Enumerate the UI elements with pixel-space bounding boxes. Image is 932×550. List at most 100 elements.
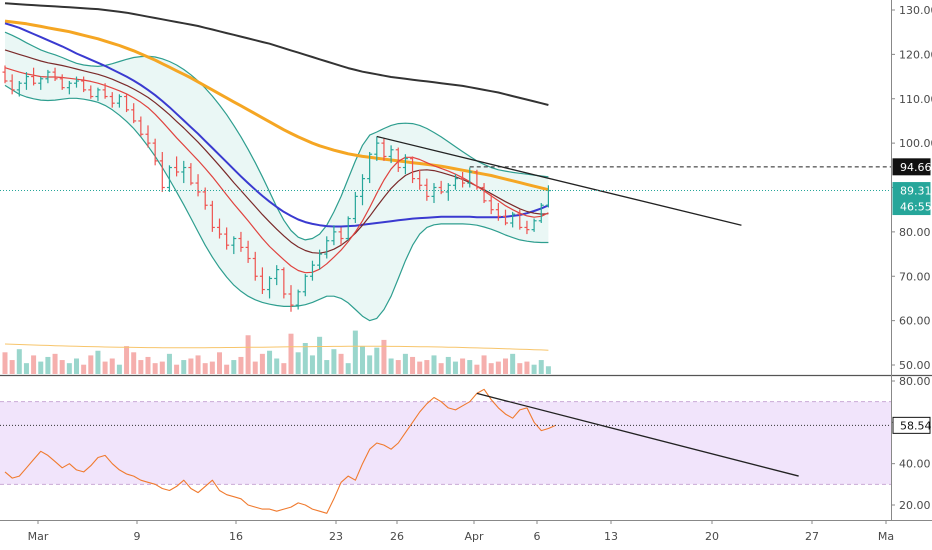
volume-bar (338, 353, 344, 374)
candle (531, 218, 537, 232)
candle (188, 163, 194, 186)
countdown-tag: 46:55 (892, 198, 932, 216)
volume-bar (202, 363, 208, 374)
candle (74, 76, 79, 88)
candle (309, 260, 315, 281)
volume-bar (345, 363, 351, 374)
candle (381, 138, 387, 161)
candle (495, 203, 501, 221)
volume-bar (317, 336, 323, 374)
candle (195, 174, 201, 197)
resistance-price-tag-text: 94.66 (900, 161, 932, 174)
volume-bar (209, 361, 215, 374)
candle (102, 83, 108, 99)
ema-red-line (4, 67, 549, 274)
volume-bar (109, 358, 115, 374)
time-tick-label: 16 (229, 530, 243, 543)
volume-bar (467, 360, 473, 374)
volume-bar (81, 364, 87, 374)
candle (2, 65, 8, 84)
candle (402, 154, 408, 175)
candle (31, 67, 37, 86)
volume-bar (45, 356, 51, 374)
volume-bar (102, 361, 108, 374)
candle (345, 216, 351, 241)
candle (538, 203, 544, 223)
candle (317, 249, 323, 270)
candle (367, 152, 373, 184)
volume-bar (510, 353, 516, 374)
candle (152, 138, 158, 166)
candle (410, 156, 416, 184)
volume-bar (74, 358, 79, 374)
volume-bar (52, 353, 58, 374)
bollinger-lower-line (4, 84, 549, 322)
volume-bar (166, 353, 172, 374)
volume-bar (38, 361, 44, 374)
rsi-panel[interactable] (0, 388, 891, 514)
volume-bar (59, 360, 65, 374)
candle (324, 236, 330, 259)
volume-bar (481, 355, 487, 374)
volume-bar (195, 355, 201, 374)
volume-bar (495, 361, 501, 374)
candle (52, 67, 58, 81)
time-tick-label: 27 (805, 530, 819, 543)
volume-bar (145, 356, 151, 374)
volume-bar (445, 356, 451, 374)
volume-bar (517, 363, 523, 374)
time-tick-label: 6 (534, 530, 541, 543)
volume-bar (538, 360, 544, 374)
ma-short-line (4, 22, 549, 228)
ma-long-line (4, 2, 549, 106)
rsi-value-tag-bg (892, 416, 931, 434)
price-panel[interactable] (0, 0, 932, 377)
volume-bar (309, 355, 315, 374)
price-tick-label: 100.00 (899, 137, 932, 150)
candle (109, 92, 115, 108)
candle (460, 171, 466, 188)
price-axis[interactable]: 130.00120.00110.00100.0090.0080.0070.006… (891, 0, 932, 520)
volume-bar (23, 363, 29, 374)
candle (16, 81, 22, 97)
volume-bar (531, 364, 537, 374)
candle (295, 289, 301, 310)
candle (181, 160, 187, 184)
price-tick-label: 60.00 (899, 315, 931, 328)
candle (245, 240, 251, 263)
volume-bar (374, 347, 380, 374)
candle (59, 74, 65, 90)
candle (231, 236, 237, 255)
volume-bar (545, 366, 551, 374)
candle (503, 209, 508, 226)
volume-bar (302, 343, 308, 374)
candle (438, 180, 444, 195)
volume-bar (174, 364, 180, 374)
time-tick-label: 23 (329, 530, 343, 543)
candle (95, 87, 101, 101)
candle (166, 165, 172, 192)
rsi-tick-label: 20.00 (899, 499, 931, 512)
volume-bar (395, 360, 401, 374)
price-tick-label: 70.00 (899, 270, 931, 283)
candle (145, 125, 151, 148)
volume-bar (231, 360, 237, 374)
volume-bar (402, 353, 408, 374)
volume-bar (488, 363, 494, 374)
volume-bar (159, 361, 165, 374)
candle (374, 136, 380, 161)
volume-bar (95, 350, 101, 374)
volume-bar (224, 364, 230, 374)
volume-bar (9, 360, 15, 374)
volume-bar (524, 361, 530, 374)
time-tick-label: Apr (464, 530, 484, 543)
candle (288, 285, 294, 312)
candle (281, 267, 287, 299)
volume-bar (238, 356, 244, 374)
time-axis[interactable]: Mar 9 16 23 26 Apr 6 13 20 27 Ma (0, 520, 932, 543)
volume-bar (295, 352, 301, 374)
time-tick-label: 26 (390, 530, 404, 543)
rsi-value-tag-text: 58.54 (900, 419, 932, 432)
candle (388, 145, 394, 164)
